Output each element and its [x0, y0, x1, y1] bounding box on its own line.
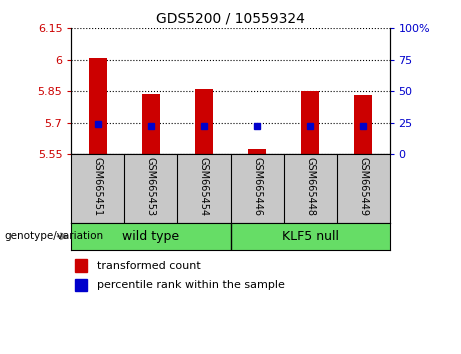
Text: KLF5 null: KLF5 null: [282, 230, 338, 243]
Text: GSM665449: GSM665449: [358, 158, 368, 216]
Text: GSM665454: GSM665454: [199, 158, 209, 217]
Text: genotype/variation: genotype/variation: [5, 231, 104, 241]
Text: GSM665453: GSM665453: [146, 158, 156, 217]
Text: GSM665451: GSM665451: [93, 158, 103, 217]
Bar: [75, 279, 88, 291]
Text: GSM665446: GSM665446: [252, 158, 262, 216]
Text: GSM665448: GSM665448: [305, 158, 315, 216]
Bar: [195, 89, 213, 154]
Title: GDS5200 / 10559324: GDS5200 / 10559324: [156, 12, 305, 26]
Text: wild type: wild type: [123, 230, 179, 243]
Text: percentile rank within the sample: percentile rank within the sample: [97, 280, 285, 290]
Bar: [248, 149, 266, 154]
Bar: [301, 91, 319, 154]
Bar: [75, 259, 88, 272]
Bar: [354, 95, 372, 154]
Bar: [89, 58, 107, 154]
Text: transformed count: transformed count: [97, 261, 201, 271]
Bar: [142, 94, 160, 154]
